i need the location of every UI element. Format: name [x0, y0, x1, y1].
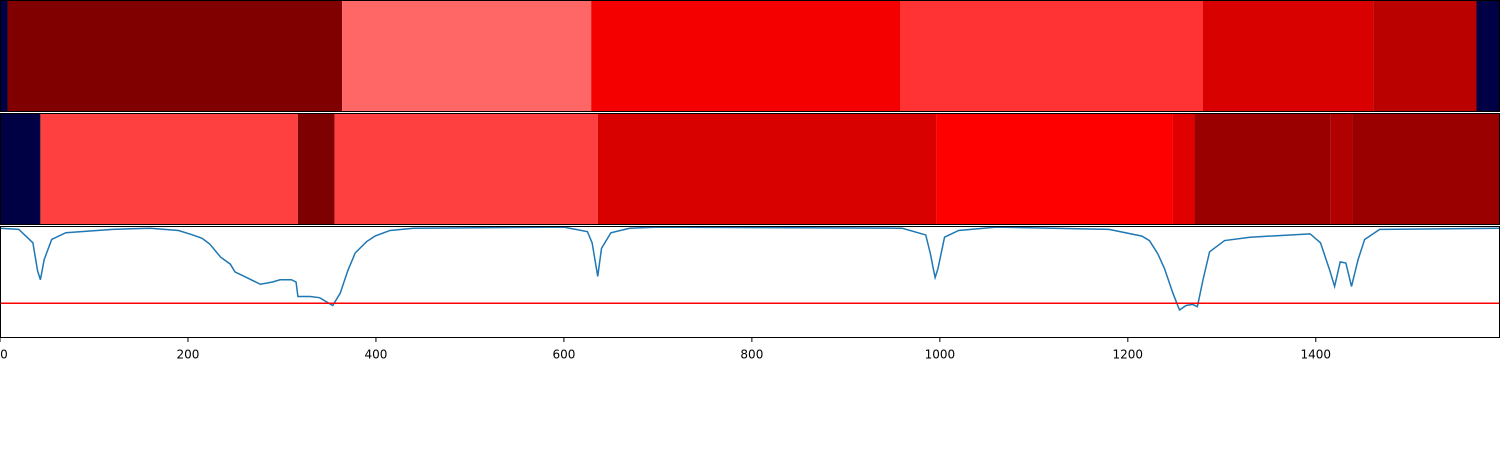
x-tick-label: 1000 — [925, 348, 956, 362]
x-tick-label: 1200 — [1113, 348, 1144, 362]
score-line — [0, 226, 1500, 312]
segment — [1330, 113, 1353, 225]
x-tick-label: 800 — [740, 348, 763, 362]
segment — [40, 113, 298, 225]
x-tick-label: 0 — [0, 348, 8, 362]
segment — [1352, 113, 1500, 225]
segment — [297, 113, 335, 225]
segment — [597, 113, 937, 225]
x-tick-label: 1400 — [1301, 348, 1332, 362]
segment — [591, 0, 901, 112]
segment — [900, 0, 1204, 112]
segment — [342, 0, 592, 112]
segment — [7, 0, 343, 112]
segment — [334, 113, 598, 225]
segment — [1172, 113, 1195, 225]
segment — [1194, 113, 1331, 225]
segment — [1476, 0, 1500, 112]
x-tick-label: 600 — [552, 348, 575, 362]
x-tick-label: 400 — [364, 348, 387, 362]
segment — [1203, 0, 1374, 112]
segment — [936, 113, 1173, 225]
segment — [0, 113, 41, 225]
x-tick-label: 200 — [177, 348, 200, 362]
segment — [1373, 0, 1477, 112]
plot-frame — [0, 226, 1500, 338]
segment — [0, 0, 8, 112]
